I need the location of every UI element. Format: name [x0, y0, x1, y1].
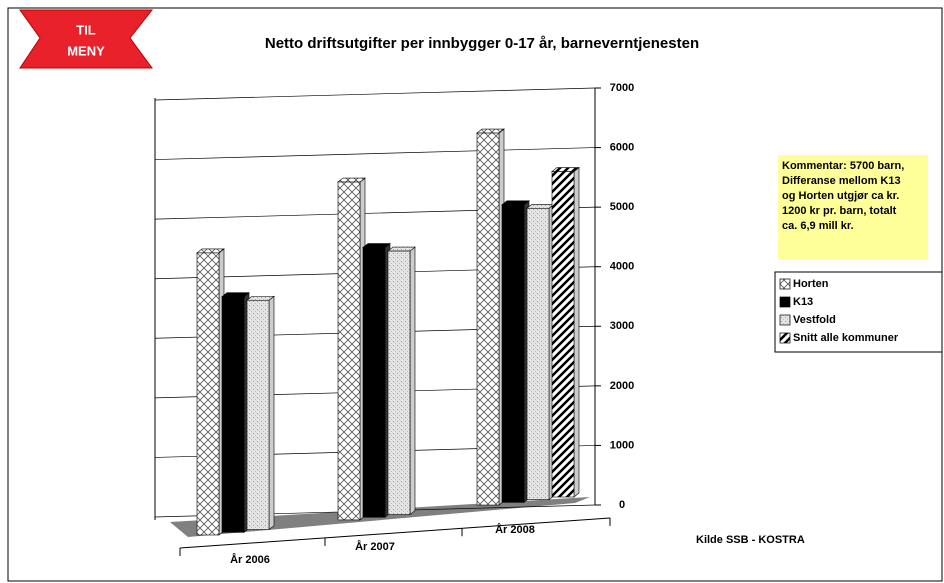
bar-front: [387, 250, 411, 515]
legend-swatch: [779, 332, 791, 344]
legend-label: K13: [793, 296, 813, 308]
bar-top: [526, 203, 555, 209]
chart-title: Netto driftsutgifter per innbygger 0-17 …: [265, 35, 699, 52]
x-tick-label: År 2008: [495, 523, 535, 536]
y-tick-label: 4000: [610, 261, 634, 273]
grid-line: [154, 87, 596, 101]
bar-front: [362, 247, 386, 518]
bar-top: [362, 243, 391, 248]
comment-box: [778, 155, 928, 260]
comment-line: ca. 6,9 mill kr.: [782, 220, 854, 232]
bar: [246, 295, 275, 531]
y-tick-label: 2000: [610, 380, 634, 392]
y-tick-label: 6000: [610, 141, 634, 153]
legend-label: Snitt alle kommuner: [793, 332, 899, 344]
bar-top: [476, 128, 505, 134]
menu-text[interactable]: MENY: [67, 43, 105, 58]
bar-side: [268, 295, 275, 531]
y-tick-label: 5000: [610, 201, 634, 213]
bar-side: [573, 166, 580, 498]
bar: [196, 248, 225, 536]
y-tick-label: 3000: [610, 320, 634, 332]
bar: [551, 166, 580, 498]
y-tick-label: 0: [619, 499, 625, 511]
bar-top: [501, 200, 530, 206]
bar-top: [551, 167, 580, 172]
legend-swatch: [779, 296, 791, 308]
grid-line: [154, 147, 596, 160]
bar: [362, 242, 391, 518]
legend: [774, 271, 943, 353]
comment-line: Differanse mellom K13: [782, 175, 901, 187]
source: Kilde SSB - KOSTRA: [696, 534, 805, 546]
y-tick-label: 1000: [610, 439, 634, 451]
bar-top: [196, 248, 225, 254]
menu-ribbon[interactable]: [19, 9, 154, 69]
bar: [337, 177, 366, 521]
bar: [476, 128, 505, 506]
bar-front: [221, 296, 245, 533]
bar-front: [526, 207, 550, 500]
bar-side: [409, 246, 416, 516]
bar-front: [337, 181, 361, 521]
bar-top: [246, 295, 275, 301]
legend-label: Vestfold: [793, 314, 836, 326]
bar-front: [476, 132, 500, 506]
comment-line: Kommentar: 5700 barn,: [782, 160, 904, 172]
comment-line: og Horten utgjør ca kr.: [782, 190, 899, 202]
x-tick-label: År 2007: [355, 540, 395, 553]
x-axis: [179, 517, 611, 549]
bar-front: [196, 252, 220, 536]
x-tick-label: År 2006: [230, 553, 270, 566]
bar-front: [501, 204, 525, 503]
bar: [501, 200, 530, 503]
bar: [526, 203, 555, 501]
y-tick-label: 7000: [610, 82, 634, 94]
bar-front: [246, 299, 270, 530]
comment-line: 1200 kr pr. barn, totalt: [782, 205, 897, 217]
legend-label: Horten: [793, 278, 829, 290]
menu-button[interactable]: TIL MENY: [19, 9, 154, 69]
bar-top: [221, 292, 250, 298]
legend-swatch: [779, 314, 791, 326]
bar: [221, 292, 250, 533]
bar-front: [551, 171, 575, 498]
bar: [387, 246, 416, 516]
menu-text[interactable]: TIL: [76, 22, 96, 37]
bar-top: [387, 246, 416, 252]
bar-top: [337, 177, 366, 183]
legend-swatch: [779, 278, 791, 290]
